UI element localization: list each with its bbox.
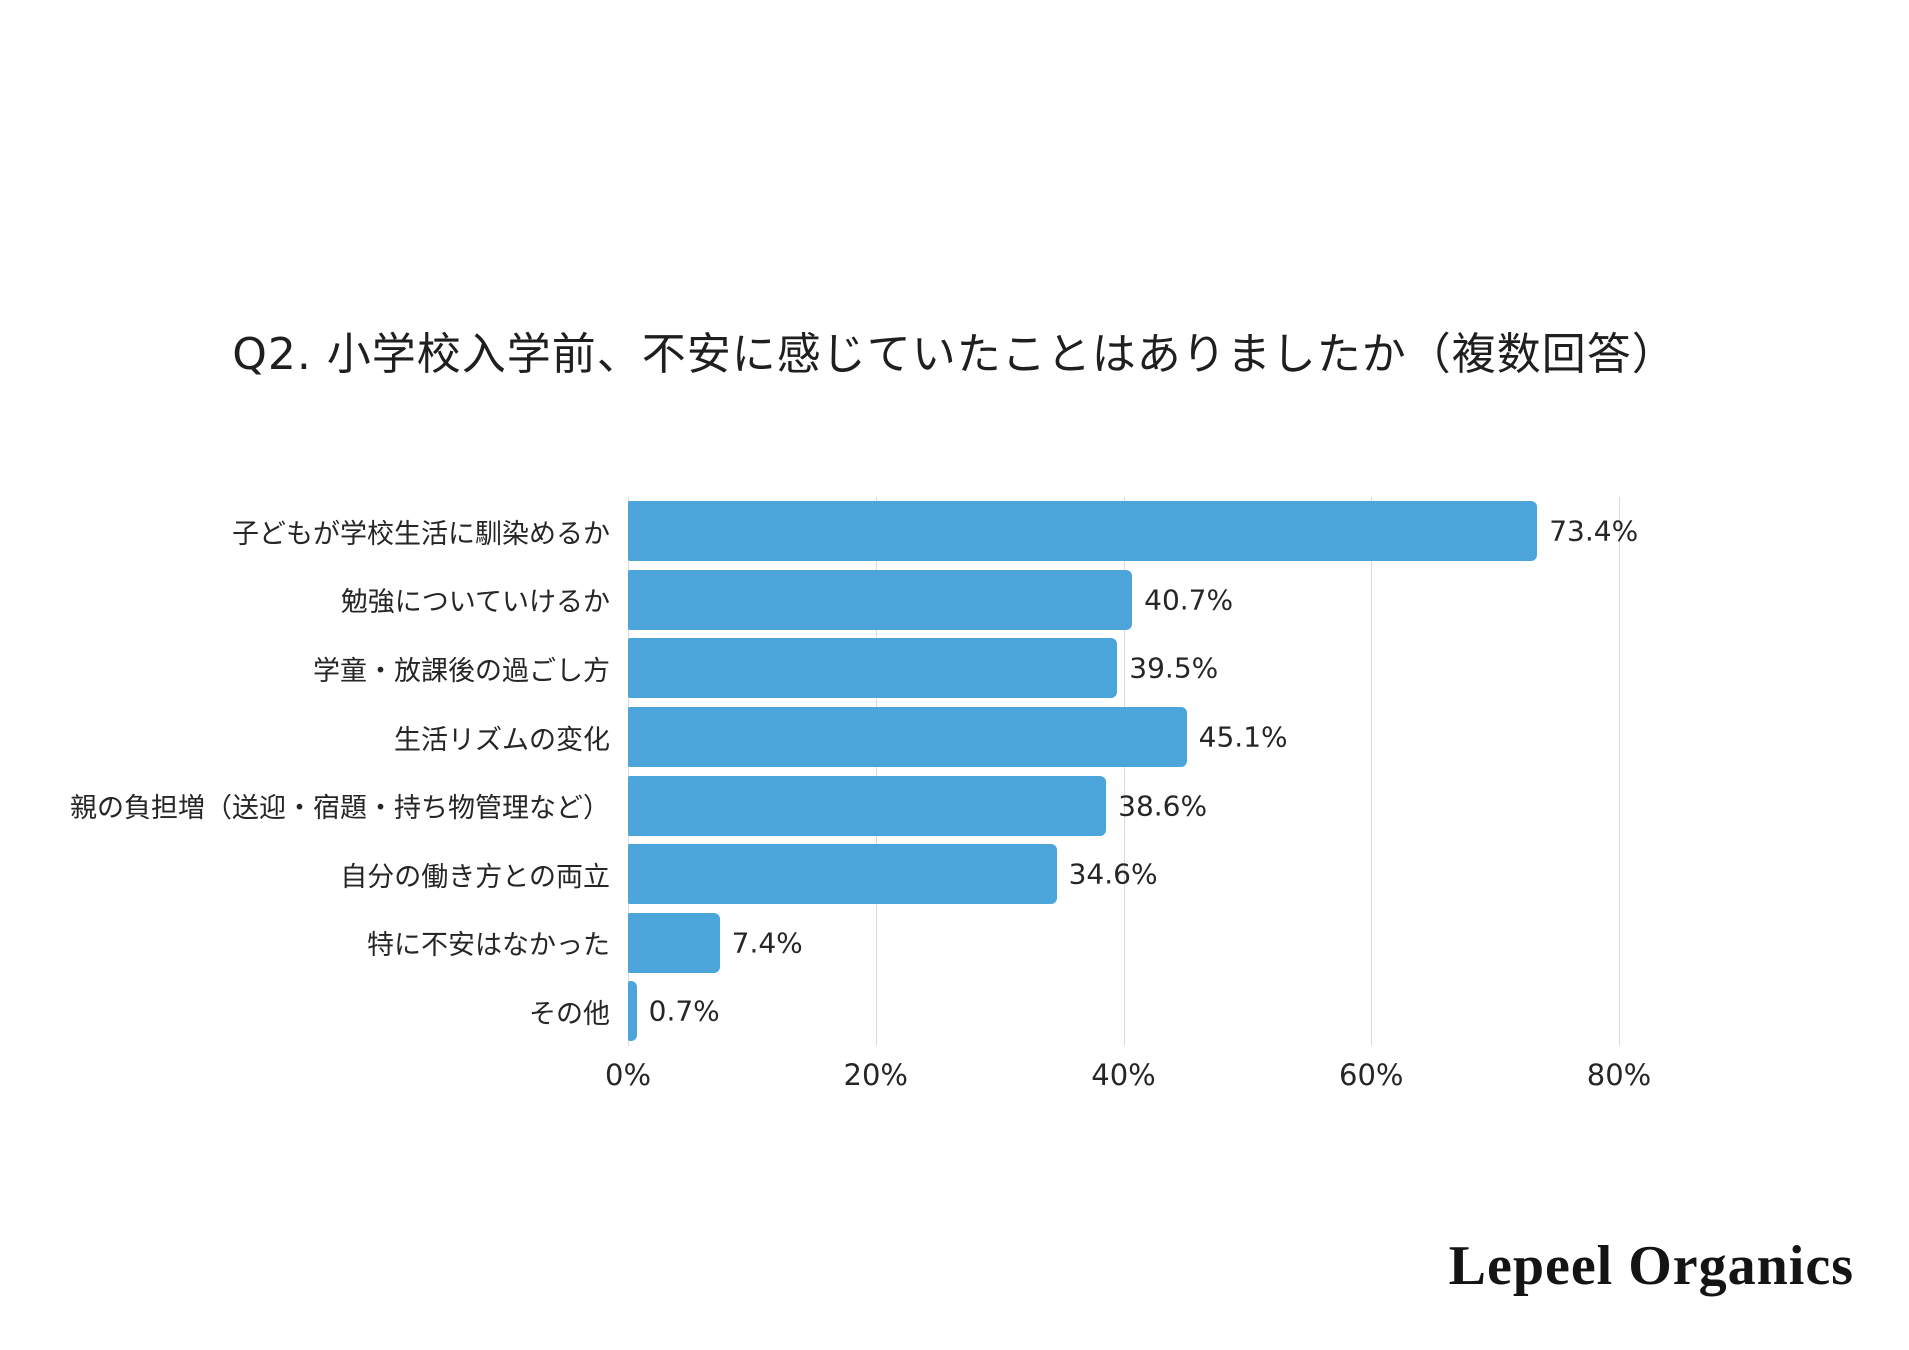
- bar-track: 34.6%: [628, 844, 1619, 905]
- gridline: [1371, 497, 1373, 1046]
- chart-row: 学童・放課後の過ごし方 39.5%: [0, 634, 1619, 703]
- bar-track: 73.4%: [628, 501, 1638, 562]
- gridline: [875, 497, 877, 1046]
- bar: [628, 707, 1187, 768]
- category-label: 親の負担増（送迎・宿題・持ち物管理など）: [70, 793, 610, 825]
- bar-track: 39.5%: [628, 638, 1619, 699]
- bar: [628, 844, 1057, 905]
- chart-row: 自分の働き方との両立 34.6%: [0, 840, 1619, 909]
- gridlines: [628, 497, 1620, 1046]
- category-label: 勉強についていけるか: [340, 587, 610, 619]
- gridline: [1123, 497, 1125, 1046]
- chart-row: その他 0.7%: [0, 977, 1619, 1046]
- bar: [628, 775, 1107, 836]
- chart-row: 子どもが学校生活に馴染めるか 73.4%: [0, 497, 1638, 566]
- chart-row: 特に不安はなかった 7.4%: [0, 909, 1619, 978]
- bar: [628, 638, 1118, 699]
- chart-row: 勉強についていけるか 40.7%: [0, 566, 1619, 635]
- value-label: 0.7%: [648, 994, 720, 1028]
- chart-row: 生活リズムの変化 45.1%: [0, 703, 1619, 772]
- company-logo: Lepeel Organics: [1448, 1235, 1854, 1297]
- chart-rows: 子どもが学校生活に馴染めるか 73.4% 勉強についていけるか 40.7% 学童・放課後…: [0, 497, 1638, 1046]
- bar-track: 38.6%: [628, 775, 1619, 836]
- bar-track: 40.7%: [628, 569, 1619, 630]
- x-tick-label: 40%: [1091, 1058, 1156, 1092]
- x-tick-label: 0%: [604, 1058, 652, 1092]
- gridline: [628, 497, 629, 1046]
- bar: [628, 981, 637, 1042]
- value-label: 39.5%: [1129, 651, 1219, 685]
- bar: [628, 569, 1133, 630]
- category-label: 特に不安はなかった: [367, 930, 610, 962]
- bar-track: 7.4%: [628, 912, 1619, 973]
- value-label: 73.4%: [1549, 514, 1639, 548]
- gridline: [1619, 497, 1620, 1046]
- value-label: 38.6%: [1118, 789, 1208, 823]
- x-tick-label: 20%: [843, 1058, 908, 1092]
- x-axis: 0% 20% 40% 60% 80%: [605, 1058, 1651, 1098]
- chart-title: Q2. 小学校入学前、不安に感じていたことはありましたか（複数回答）: [232, 329, 1677, 380]
- category-label: 子どもが学校生活に馴染めるか: [232, 518, 610, 550]
- category-label: 生活リズムの変化: [394, 724, 610, 756]
- value-label: 34.6%: [1068, 857, 1158, 891]
- bar: [628, 501, 1538, 562]
- value-label: 45.1%: [1198, 720, 1288, 754]
- chart-row: 親の負担増（送迎・宿題・持ち物管理など） 38.6%: [0, 771, 1619, 840]
- category-label: 自分の働き方との両立: [340, 861, 610, 893]
- value-label: 7.4%: [731, 926, 803, 960]
- bar-chart: 子どもが学校生活に馴染めるか 73.4% 勉強についていけるか 40.7% 学童・放課後…: [0, 497, 1909, 1046]
- bar-track: 0.7%: [628, 981, 1619, 1042]
- category-label: 学童・放課後の過ごし方: [313, 655, 610, 687]
- bar: [628, 912, 720, 973]
- bar-track: 45.1%: [628, 707, 1619, 768]
- x-tick-label: 60%: [1339, 1058, 1404, 1092]
- category-label: その他: [529, 998, 610, 1030]
- x-tick-label: 80%: [1586, 1058, 1652, 1092]
- value-label: 40.7%: [1144, 583, 1234, 617]
